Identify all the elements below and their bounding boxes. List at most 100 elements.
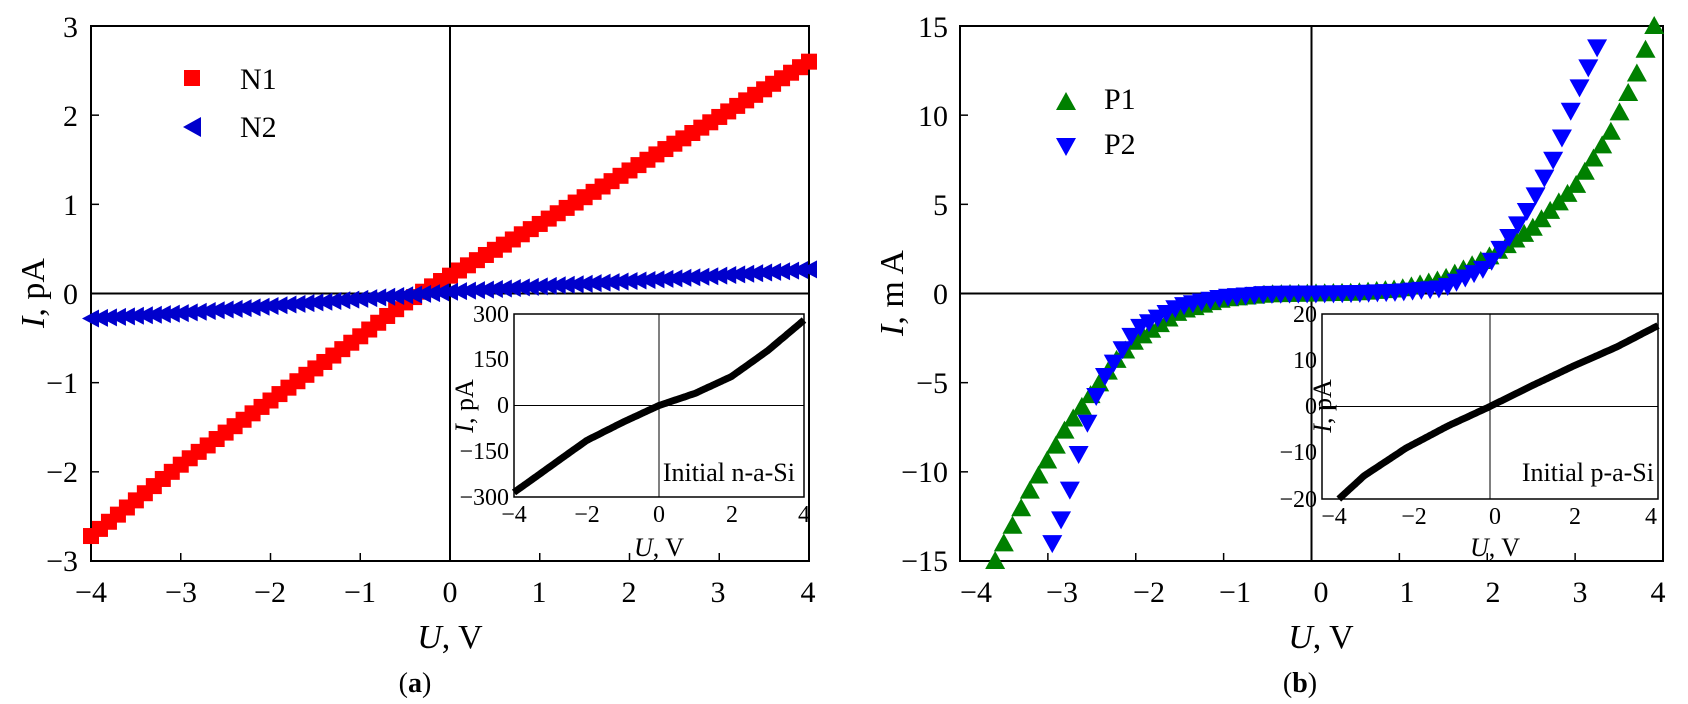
data-point-p2 xyxy=(1059,481,1080,500)
data-point-n2 xyxy=(755,263,773,282)
panel-b-ticks xyxy=(959,25,1664,562)
panel-a-legend: N1 N2 xyxy=(183,63,277,144)
data-point-n2 xyxy=(234,299,252,318)
data-point-p2 xyxy=(1516,203,1537,222)
data-point-p1 xyxy=(1644,16,1665,34)
data-point-p1 xyxy=(1054,420,1075,439)
data-point-p1 xyxy=(1063,408,1084,427)
y-tick-label: −5 xyxy=(916,367,948,400)
x-tick-label: 0 xyxy=(1314,576,1329,609)
data-point-n2 xyxy=(108,307,126,326)
data-point-p2 xyxy=(1490,240,1511,259)
data-point-n2 xyxy=(216,300,234,319)
data-point-n2 xyxy=(90,308,108,327)
data-point-n2 xyxy=(423,284,441,303)
data-point-n2 xyxy=(243,298,261,317)
inset-y-tick-label: −10 xyxy=(1279,440,1317,466)
data-point-n2 xyxy=(449,282,467,301)
data-point-p1 xyxy=(1583,148,1604,167)
data-point-n2 xyxy=(270,296,288,315)
data-point-n2 xyxy=(378,287,396,306)
data-point-n2 xyxy=(189,302,207,321)
panel-b-inset-x-axis-label: U, V xyxy=(1470,533,1520,562)
data-point-n2 xyxy=(126,306,144,325)
inset-y-tick-label: 10 xyxy=(1293,348,1317,374)
data-point-p1 xyxy=(993,533,1014,552)
inset-y-tick-label: 150 xyxy=(473,347,509,373)
x-tick-label: 1 xyxy=(1400,576,1415,609)
panel-a: −4 −3 −2 −1 0 1 2 3 4 3 2 1 0 −1 −2 −3 U… xyxy=(15,11,817,699)
data-point-p1 xyxy=(1635,39,1656,58)
data-point-p1 xyxy=(1019,480,1040,499)
inset-x-tick-label: −2 xyxy=(574,502,600,528)
y-tick-label: 3 xyxy=(63,11,78,44)
data-point-n2 xyxy=(521,277,539,296)
panel-a-ticks xyxy=(90,25,810,562)
data-point-n1 xyxy=(801,53,817,70)
legend-label-n2: N2 xyxy=(240,111,277,144)
data-point-n2 xyxy=(719,266,737,285)
panel-a-x-tick-labels: −4 −3 −2 −1 0 1 2 3 4 xyxy=(75,576,815,609)
legend-label-n1: N1 xyxy=(240,63,277,96)
y-tick-label: 10 xyxy=(918,100,948,133)
data-point-p1 xyxy=(1028,465,1049,484)
y-tick-label: 1 xyxy=(63,189,78,222)
inset-x-tick-label: 2 xyxy=(1569,504,1581,530)
data-point-n2 xyxy=(288,294,306,313)
panel-b-inset: 20 10 0 −10 −20 −4 −2 0 2 4 Initial p-a-… xyxy=(1279,302,1660,562)
data-point-n2 xyxy=(225,299,243,318)
x-tick-label: 2 xyxy=(622,576,637,609)
inset-x-tick-label: −4 xyxy=(1321,504,1347,530)
data-point-p2 xyxy=(1112,341,1133,360)
data-point-n2 xyxy=(575,274,593,293)
series-p2 xyxy=(1042,39,1608,554)
y-tick-label: 0 xyxy=(933,278,948,311)
data-point-p1 xyxy=(1089,373,1110,392)
data-point-n2 xyxy=(791,261,809,280)
data-point-p2 xyxy=(1094,367,1115,386)
x-tick-label: 0 xyxy=(443,576,458,609)
panel-b-x-axis-label: U, V xyxy=(1288,619,1354,656)
data-point-n2 xyxy=(405,285,423,304)
panel-a-inset-title: Initial n-a-Si xyxy=(663,458,795,487)
panel-b-legend: P1 P2 xyxy=(1056,83,1136,161)
data-point-n2 xyxy=(494,279,512,298)
data-point-n2 xyxy=(692,267,710,286)
data-point-n2 xyxy=(620,272,638,291)
data-point-n2 xyxy=(82,309,99,328)
inset-y-tick-label: −300 xyxy=(459,485,509,511)
inset-y-tick-label: 0 xyxy=(497,393,509,419)
legend-marker-p2 xyxy=(1056,138,1076,156)
data-point-n2 xyxy=(360,289,378,308)
inset-y-tick-label: −20 xyxy=(1279,487,1317,513)
panel-b-inset-x-tick-labels: −4 −2 0 2 4 xyxy=(1321,504,1657,530)
data-point-n2 xyxy=(279,295,297,314)
data-point-n2 xyxy=(207,301,225,320)
data-point-p1 xyxy=(1002,515,1023,534)
y-tick-label: 0 xyxy=(63,278,78,311)
x-tick-label: −3 xyxy=(165,576,197,609)
data-point-p1 xyxy=(1618,82,1639,101)
data-point-n2 xyxy=(611,272,629,291)
data-point-n2 xyxy=(198,301,216,320)
data-point-n2 xyxy=(710,266,728,285)
data-point-n2 xyxy=(441,282,458,301)
panel-b-caption: (b) xyxy=(1283,668,1317,699)
panel-b-inset-y-axis-label: I, pA xyxy=(1308,379,1337,434)
inset-x-tick-label: 4 xyxy=(1645,504,1657,530)
data-point-p1 xyxy=(1141,319,1162,338)
data-point-n2 xyxy=(135,306,153,325)
data-point-p1 xyxy=(1132,325,1153,344)
inset-x-tick-label: 0 xyxy=(1489,504,1501,530)
data-point-n2 xyxy=(557,275,575,294)
data-point-p2 xyxy=(1042,535,1063,554)
data-point-p1 xyxy=(1071,396,1092,415)
y-tick-label: −10 xyxy=(901,456,948,489)
data-point-n2 xyxy=(252,297,270,316)
y-tick-label: −3 xyxy=(46,545,78,578)
data-point-p1 xyxy=(985,551,1006,569)
panel-a-inset: 300 150 0 −150 −300 −4 −2 0 2 4 Initial … xyxy=(450,302,810,562)
data-point-n2 xyxy=(746,264,764,283)
legend-marker-n2 xyxy=(183,117,201,137)
